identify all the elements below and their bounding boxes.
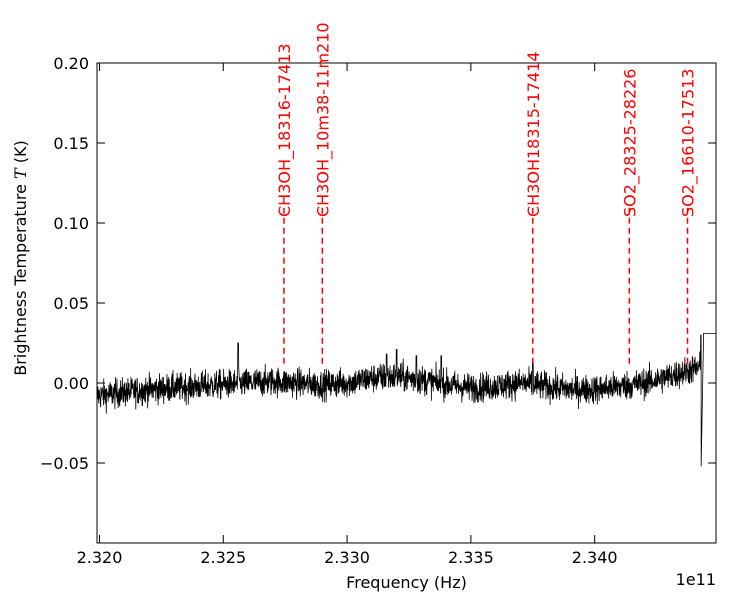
y-tick-label: 0.05 [53,294,89,313]
y-axis-symbol: T [11,163,30,179]
y-axis-unit: (K) [11,140,30,163]
y-tick-label: 0.20 [53,54,89,73]
plot-marks [97,207,716,467]
y-tick-label: 0.15 [53,134,89,153]
x-offset-label: 1e11 [676,570,716,589]
y-tick-label: 0.00 [53,374,89,393]
spectrum-trace [97,333,716,467]
x-tick-label: 2.325 [200,548,246,567]
axis-ticks [97,62,716,543]
line-marker-label: SO2_16610-17513 [679,69,699,218]
axis-labels: CH3OH_18316-17413 CH3OH_10m38-11m210 CH3OH… [40,22,699,567]
line-marker-label: CH3OH_18316-17413 [275,43,295,217]
y-tick-label: 0.10 [53,214,89,233]
line-marker-label: SO2_28325-28226 [620,69,640,218]
x-axis-title: Frequency (Hz) [346,573,467,592]
line-marker-label: CH3OH_10m38-11m210 [313,22,333,217]
y-axis-title: Brightness Temperature T (K) [11,140,30,376]
y-tick-label: −0.05 [40,454,89,473]
line-marker-label: CH3OH18315-17414 [524,51,543,217]
x-tick-label: 2.340 [572,548,618,567]
x-tick-label: 2.335 [448,548,494,567]
x-tick-label: 2.320 [77,548,123,567]
x-tick-label: 2.330 [324,548,370,567]
y-axis-title-text: Brightness Temperature [11,179,30,376]
